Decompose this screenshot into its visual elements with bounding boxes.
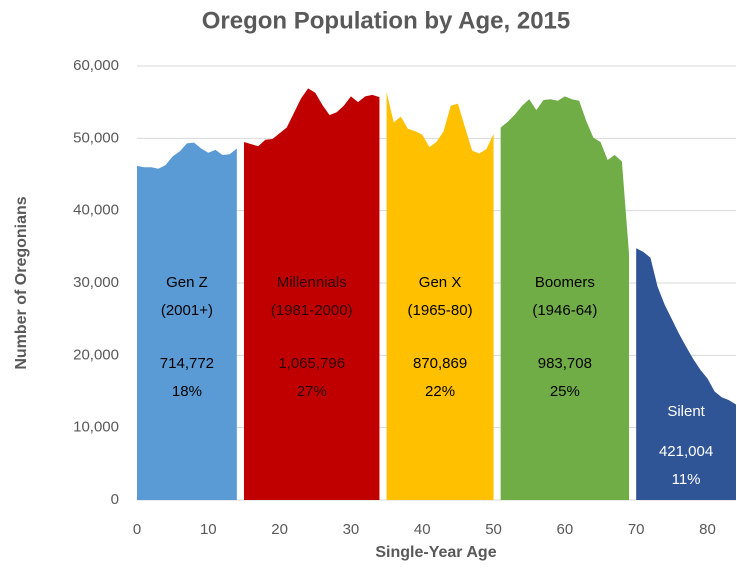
x-tick-label: 80 bbox=[699, 521, 716, 538]
x-tick-label: 70 bbox=[628, 521, 645, 538]
area bbox=[500, 96, 630, 500]
y-tick-label: 50,000 bbox=[73, 129, 119, 146]
series-label: Millennials bbox=[277, 274, 347, 291]
series-label: 25% bbox=[550, 383, 580, 400]
area bbox=[636, 248, 736, 500]
series-label: 983,708 bbox=[538, 355, 592, 372]
area bbox=[243, 88, 380, 500]
y-tick-label: 10,000 bbox=[73, 419, 119, 436]
series-label: 18% bbox=[172, 383, 202, 400]
area bbox=[386, 92, 494, 500]
y-tick-label: 0 bbox=[111, 491, 119, 508]
series-label: Boomers bbox=[535, 274, 595, 291]
area bbox=[137, 142, 237, 500]
series-label: Silent bbox=[667, 403, 705, 420]
chart-title: Oregon Population by Age, 2015 bbox=[202, 7, 571, 34]
y-tick-label: 60,000 bbox=[73, 57, 119, 74]
y-tick-label: 30,000 bbox=[73, 274, 119, 291]
series-label: (1965-80) bbox=[408, 302, 473, 319]
x-tick-label: 50 bbox=[485, 521, 502, 538]
series-label: (1981-2000) bbox=[271, 302, 353, 319]
series-label: 1,065,796 bbox=[278, 355, 345, 372]
y-axis-label: Number of Oregonians bbox=[13, 196, 30, 369]
x-tick-label: 30 bbox=[343, 521, 360, 538]
x-tick-label: 40 bbox=[414, 521, 431, 538]
series-label: 421,004 bbox=[659, 443, 713, 460]
x-tick-label: 10 bbox=[200, 521, 217, 538]
x-axis-label: Single-Year Age bbox=[375, 544, 496, 561]
series-label: (1946-64) bbox=[532, 302, 597, 319]
series-label: Gen Z bbox=[166, 274, 208, 291]
series-label: 870,869 bbox=[413, 355, 467, 372]
x-tick-label: 20 bbox=[271, 521, 288, 538]
series-label: 11% bbox=[672, 471, 701, 488]
y-tick-label: 40,000 bbox=[73, 202, 119, 219]
series-label: Gen X bbox=[419, 274, 462, 291]
series-label: 714,772 bbox=[160, 355, 214, 372]
series-label: 27% bbox=[297, 383, 327, 400]
series-label: 22% bbox=[425, 383, 455, 400]
x-tick-label: 0 bbox=[133, 521, 141, 538]
x-tick-label: 60 bbox=[557, 521, 574, 538]
series-label: (2001+) bbox=[161, 302, 213, 319]
y-tick-label: 20,000 bbox=[73, 346, 119, 363]
